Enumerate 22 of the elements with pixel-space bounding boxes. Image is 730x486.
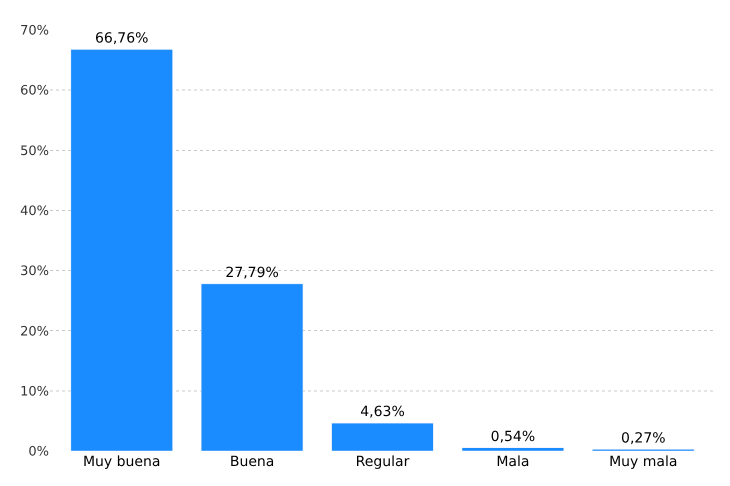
x-tick-label: Buena [230, 454, 274, 470]
bar [462, 448, 564, 451]
bar [70, 49, 173, 451]
y-tick-label: 40% [20, 204, 49, 219]
data-label: 27,79% [225, 264, 279, 281]
bar [201, 284, 304, 451]
data-label: 4,63% [360, 404, 405, 420]
y-tick-label: 50% [20, 144, 49, 159]
x-tick-label: Muy mala [609, 454, 678, 470]
y-tick-label: 20% [20, 324, 49, 340]
x-tick-label: Regular [356, 454, 410, 470]
data-label: 0,54% [490, 428, 536, 445]
y-tick-label: 30% [20, 264, 49, 280]
x-tick-label: Muy buena [82, 454, 160, 470]
y-tick-label: 10% [20, 384, 49, 400]
y-tick-label: 70% [20, 24, 49, 39]
x-tick-label: Mala [496, 454, 530, 470]
y-tick-label: 60% [20, 84, 49, 99]
y-tick-label: 0% [28, 444, 49, 460]
data-label: 0,27% [621, 430, 666, 446]
bar [331, 422, 434, 451]
data-label: 66,76% [95, 30, 148, 46]
